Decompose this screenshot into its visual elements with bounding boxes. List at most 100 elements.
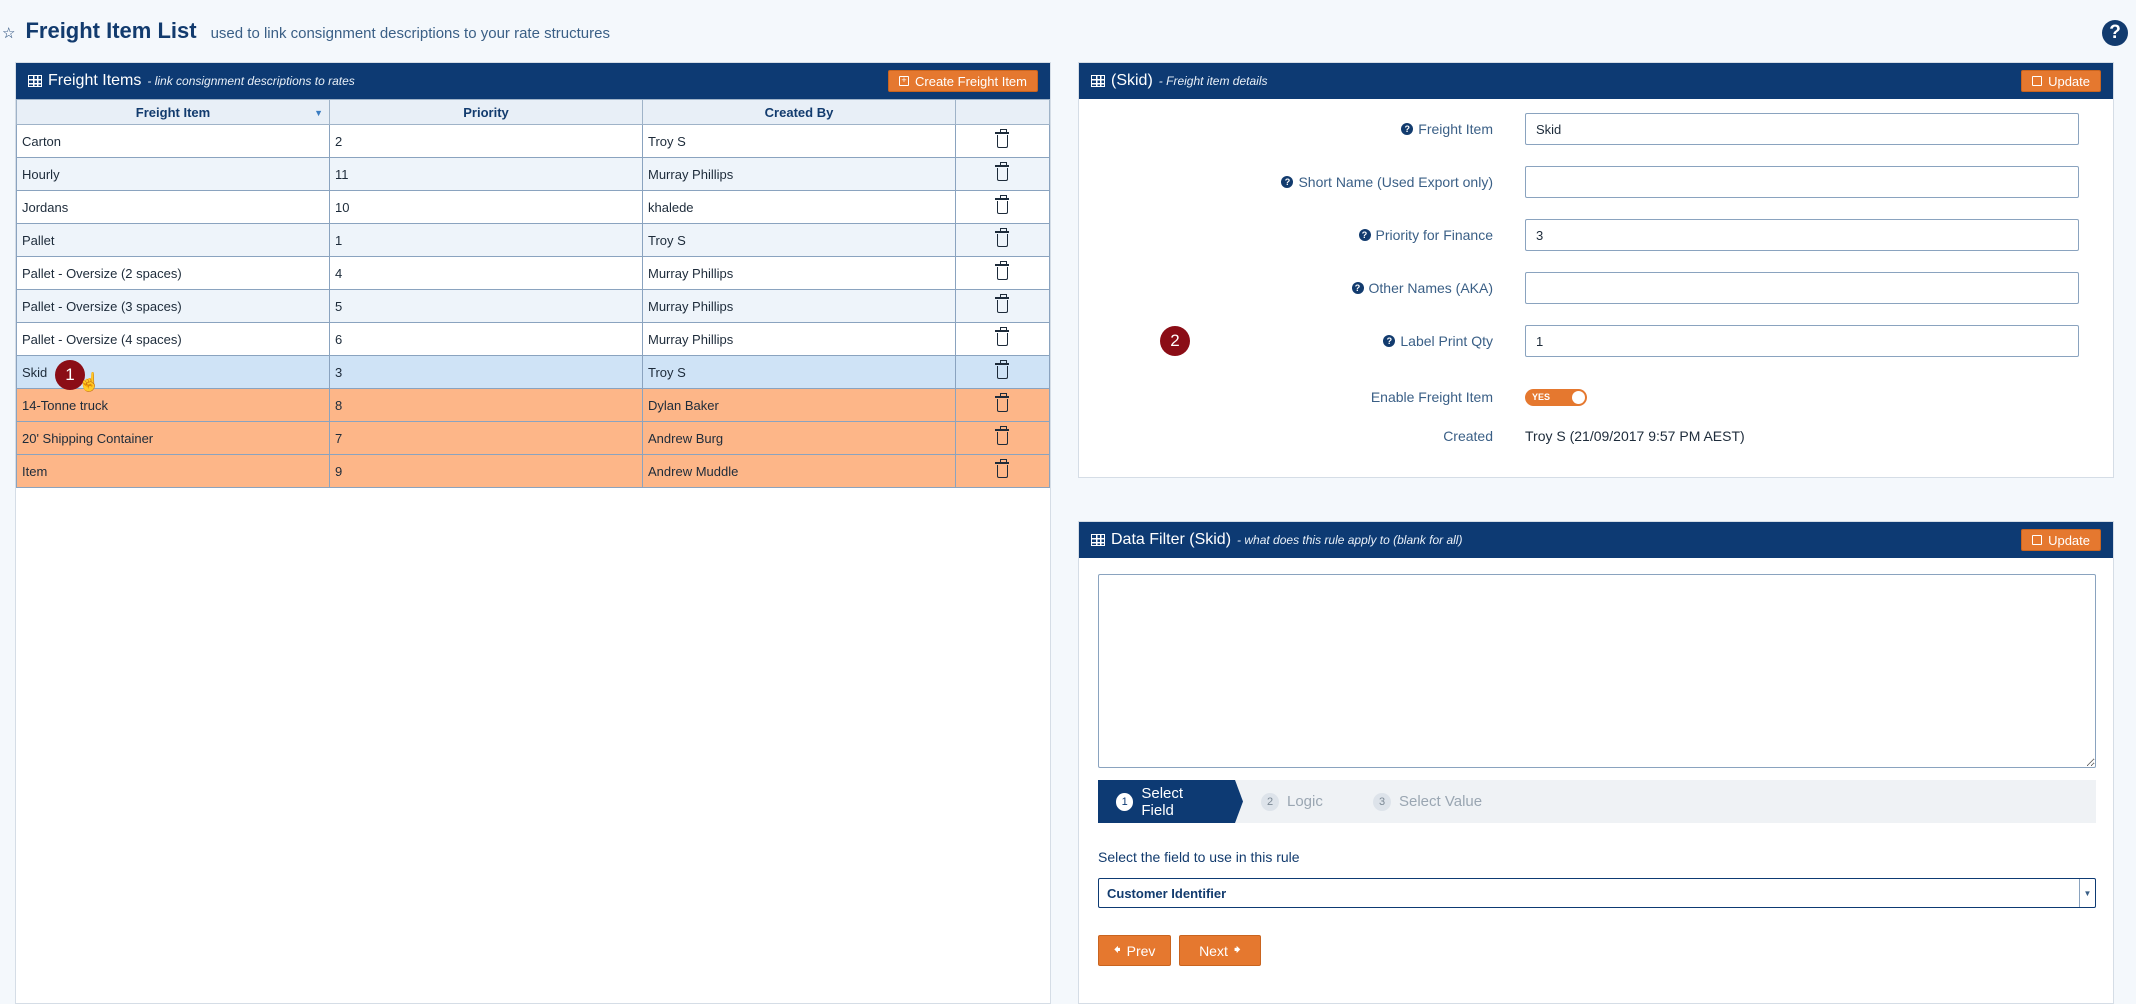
table-row[interactable]: Pallet - Oversize (2 spaces) 4 Murray Phil… (16, 256, 1050, 290)
table-icon (28, 75, 42, 87)
step-logic[interactable]: 2 Logic (1243, 780, 1355, 823)
cell-delete (955, 388, 1050, 422)
cell-freight-item: 20' Shipping Container (16, 421, 330, 455)
cell-delete (955, 289, 1050, 323)
step-select-value[interactable]: 3 Select Value (1355, 780, 1511, 823)
cell-delete (955, 190, 1050, 224)
step-marker-1: 1 (55, 360, 85, 390)
toggle-text: YES (1532, 392, 1551, 402)
toggle-knob (1572, 390, 1585, 404)
star-icon[interactable]: ☆ (2, 25, 16, 42)
question-icon[interactable]: ? (1281, 176, 1294, 188)
cell-created-by: Andrew Burg (642, 421, 956, 455)
other-names-input[interactable] (1525, 272, 2079, 304)
table-row[interactable]: Pallet - Oversize (4 spaces) 6 Murray Phil… (16, 322, 1050, 356)
step-number: 3 (1373, 793, 1391, 811)
freight-items-table: Freight Item ▼ Priority Created By Carton… (16, 99, 1050, 488)
cell-created-by: Troy S (642, 355, 956, 389)
step-select-field[interactable]: 1 Select Field (1098, 780, 1243, 823)
table-row[interactable]: 20' Shipping Container 7 Andrew Burg (16, 421, 1050, 455)
arrow-left-icon: 🠸 (1113, 940, 1121, 957)
trash-icon[interactable] (995, 228, 1009, 247)
trash-icon[interactable] (995, 162, 1009, 181)
cell-created-by: Troy S (642, 124, 956, 158)
cell-priority: 6 (329, 322, 643, 356)
trash-icon[interactable] (995, 426, 1009, 445)
cell-created-by: khalede (642, 190, 956, 224)
question-icon[interactable]: ? (1351, 282, 1364, 294)
table-icon (1091, 75, 1105, 87)
other-names-label: ? Other Names (AKA) (1351, 280, 1493, 296)
details-title: (Skid) (1111, 72, 1153, 89)
cell-delete (955, 421, 1050, 455)
question-icon[interactable]: ? (1383, 335, 1396, 347)
trash-icon[interactable] (995, 261, 1009, 280)
question-icon[interactable]: ? (1358, 229, 1371, 241)
create-freight-item-label: Create Freight Item (915, 73, 1027, 89)
field-select[interactable]: Customer Identifier ▼ (1098, 878, 2096, 908)
question-icon[interactable]: ? (1401, 123, 1414, 135)
cell-priority: 8 (329, 388, 643, 422)
cell-freight-item: Carton (16, 124, 330, 158)
details-panel-header: (Skid) - Freight item details Update (1079, 63, 2113, 99)
wizard-steps: 1 Select Field 2 Logic 3 Select Value (1098, 780, 2096, 823)
trash-icon[interactable] (995, 393, 1009, 412)
label-qty-input[interactable] (1525, 325, 2079, 357)
filter-subtitle: - what does this rule apply to (blank fo… (1237, 533, 1463, 547)
step-number: 2 (1261, 793, 1279, 811)
cell-priority: 9 (329, 454, 643, 488)
table-row[interactable]: Pallet - Oversize (3 spaces) 5 Murray Phil… (16, 289, 1050, 323)
table-icon (1091, 534, 1105, 546)
hand-cursor-icon: ☝ (78, 372, 101, 392)
prev-label: Prev (1126, 942, 1156, 959)
data-filter-panel: Data Filter (Skid) - what does this rule… (1078, 521, 2114, 1004)
column-header-priority[interactable]: Priority (329, 99, 643, 125)
table-row[interactable]: Skid 3 Troy S (16, 355, 1050, 389)
cell-delete (955, 454, 1050, 488)
trash-icon[interactable] (995, 195, 1009, 214)
column-header-created-by[interactable]: Created By (642, 99, 956, 125)
table-row[interactable]: Pallet 1 Troy S (16, 223, 1050, 257)
trash-icon[interactable] (995, 459, 1009, 478)
created-value: Troy S (21/09/2017 9:57 PM AEST) (1525, 428, 1745, 444)
column-header-actions (955, 99, 1050, 125)
plus-square-icon: + (899, 76, 909, 86)
help-icon[interactable]: ? (2102, 20, 2128, 46)
prev-button[interactable]: 🠸 Prev (1098, 935, 1171, 966)
chevron-down-icon[interactable]: ▼ (2079, 879, 2095, 907)
table-row[interactable]: Jordans 10 khalede (16, 190, 1050, 224)
enable-row: Enable Freight Item YES (1079, 381, 2113, 413)
table-row[interactable]: Hourly 11 Murray Phillips (16, 157, 1050, 191)
update-details-button[interactable]: Update (2021, 70, 2101, 92)
trash-icon[interactable] (995, 327, 1009, 346)
save-icon (2032, 76, 2043, 86)
trash-icon[interactable] (995, 129, 1009, 148)
step-label: Logic (1287, 793, 1323, 810)
cell-freight-item: Hourly (16, 157, 330, 191)
field-prompt: Select the field to use in this rule (1098, 849, 1300, 865)
cell-freight-item: Jordans (16, 190, 330, 224)
table-row[interactable]: Carton 2 Troy S (16, 124, 1050, 158)
trash-icon[interactable] (995, 360, 1009, 379)
step-marker-2: 2 (1160, 326, 1190, 356)
table-row[interactable]: Item 9 Andrew Muddle (16, 454, 1050, 488)
column-header-freight-item[interactable]: Freight Item ▼ (16, 99, 330, 125)
cell-freight-item: 14-Tonne truck (16, 388, 330, 422)
details-subtitle: - Freight item details (1158, 74, 1268, 88)
create-freight-item-button[interactable]: + Create Freight Item (888, 70, 1038, 92)
cell-created-by: Murray Phillips (642, 157, 956, 191)
short-name-input[interactable] (1525, 166, 2079, 198)
cell-freight-item: Item (16, 454, 330, 488)
table-row[interactable]: 14-Tonne truck 8 Dylan Baker (16, 388, 1050, 422)
next-button[interactable]: Next 🠺 (1179, 935, 1261, 966)
update-filter-button[interactable]: Update (2021, 529, 2101, 551)
filter-title: Data Filter (Skid) (1111, 531, 1232, 548)
enable-toggle[interactable]: YES (1525, 388, 1587, 406)
freight-item-input[interactable] (1525, 113, 2079, 145)
filter-textarea[interactable] (1098, 574, 2096, 768)
priority-input[interactable] (1525, 219, 2079, 251)
trash-icon[interactable] (995, 294, 1009, 313)
freight-item-label: ? Freight Item (1401, 121, 1493, 137)
sort-desc-icon[interactable]: ▼ (314, 108, 323, 118)
cell-priority: 7 (329, 421, 643, 455)
